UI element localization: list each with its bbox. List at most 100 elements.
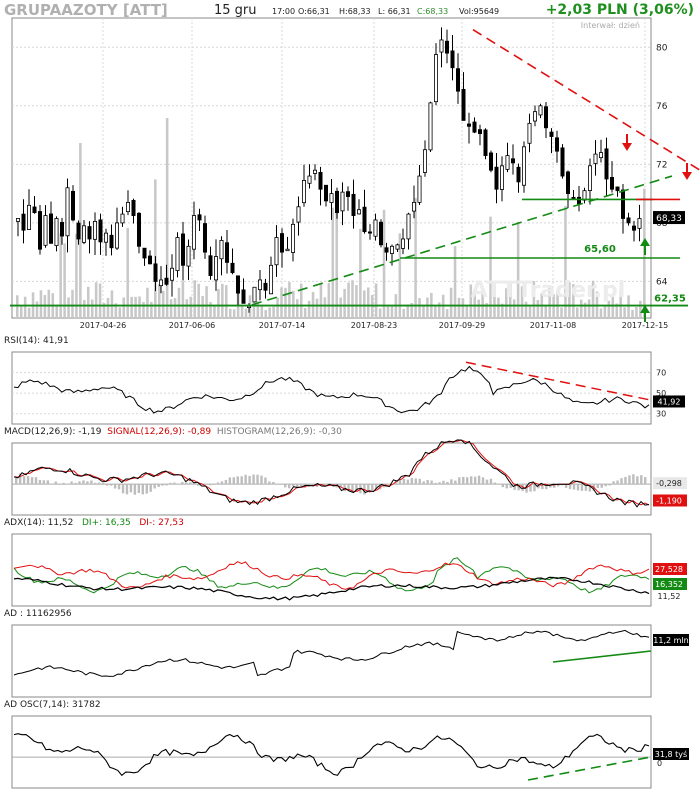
di-minus-value: 27,528 [655, 565, 683, 574]
macd-histogram-bar [339, 484, 342, 488]
header-change: +2,03 PLN (3,06%) [545, 2, 694, 18]
volume-bar [449, 287, 453, 318]
volume-bar [67, 297, 70, 318]
volume-bar [94, 282, 98, 318]
candle-body [549, 131, 554, 137]
ad-value-badge [653, 634, 689, 646]
candle-body [230, 262, 235, 274]
volume-bar [343, 288, 346, 318]
macd-histogram-bar [260, 475, 263, 485]
macd-histogram-bar [193, 482, 196, 485]
macd-histogram-bar [450, 479, 453, 485]
volume-bar [370, 294, 374, 318]
macd-histogram-bar [628, 475, 631, 485]
macd-histogram-bar [375, 484, 378, 490]
macd-histogram-bar [173, 482, 176, 485]
macd-histogram-bar [30, 477, 34, 485]
volume-bar [351, 280, 354, 318]
macd-histogram-bar [481, 477, 485, 485]
volume-bar [193, 280, 197, 318]
volume-bar [110, 290, 114, 318]
macd-histogram-bar [529, 484, 532, 492]
macd-histogram-bar [189, 482, 192, 485]
macd-histogram-bar [121, 484, 125, 494]
macd-histogram-bar [236, 476, 239, 485]
candle-body [499, 165, 504, 190]
candle-body [389, 245, 394, 254]
macd-histogram-bar [406, 479, 410, 485]
volume-bar [288, 282, 291, 318]
macd-histogram-bar [299, 484, 303, 486]
macd-histogram-bar [426, 479, 429, 485]
candle-body [15, 218, 20, 222]
candle-body [411, 201, 416, 212]
candle-body [577, 196, 582, 205]
volume-bar [323, 297, 327, 318]
macd-histogram-bar [264, 477, 267, 485]
macd-histogram-bar [418, 478, 421, 485]
candle-body [87, 226, 92, 240]
volume-bar [587, 299, 591, 318]
candle-body [191, 215, 196, 250]
volume-bar [461, 298, 465, 318]
macd-histogram-bar [572, 484, 576, 490]
volume-bar [434, 305, 437, 318]
macd-histogram-bar [74, 482, 77, 485]
candle-body [593, 153, 598, 164]
volume-bar [422, 304, 425, 318]
candle-body [318, 171, 323, 190]
volume-bar [292, 290, 295, 318]
candle-body [98, 219, 103, 243]
volume-bar [157, 284, 161, 318]
macd-histogram-bar [557, 484, 560, 487]
price-tick-label: 72 [656, 160, 667, 170]
adosc-trendline [527, 756, 652, 781]
date-tick-label: 2017-09-29 [439, 321, 486, 330]
macd-histogram-bar [410, 477, 414, 485]
candle-body [197, 214, 202, 221]
candle-body [395, 244, 400, 250]
macd-histogram-bar [351, 484, 354, 491]
macd-histogram-bar [501, 484, 505, 488]
candle-body [494, 166, 499, 190]
volume-bar [98, 283, 102, 318]
macd-histogram-bar [137, 484, 141, 494]
macd-histogram-bar [596, 484, 599, 488]
candle-body [49, 213, 54, 244]
candle-body [626, 217, 631, 224]
macd-histogram-bar [113, 484, 117, 489]
macd-histogram-bar [62, 482, 65, 485]
macd-histogram-bar [256, 474, 259, 485]
macd-histogram-bar [422, 481, 425, 485]
candle-body [362, 206, 367, 233]
candle-body [290, 223, 295, 253]
candle-body [522, 146, 527, 186]
macd-histogram-bar [102, 482, 105, 485]
candle-body [373, 219, 378, 237]
candle-body [632, 225, 637, 231]
volume-bar [173, 298, 177, 318]
ad-line [13, 629, 650, 677]
volume-bar [493, 281, 496, 318]
candle-body [323, 184, 328, 202]
volume-bar [402, 308, 406, 318]
macd-histogram-bar [402, 478, 406, 485]
macd-histogram-bar [446, 481, 449, 485]
candle-body [268, 264, 273, 295]
di-minus-line [13, 561, 650, 590]
header-close: C:68,33 [417, 7, 449, 16]
macd-histogram-bar [291, 484, 295, 487]
header-volume: Vol:95649 [459, 7, 500, 16]
volume-bar [481, 288, 484, 318]
volume-bar [299, 283, 303, 318]
volume-bar [280, 287, 283, 318]
candle-body [544, 106, 549, 129]
candle-body [461, 88, 466, 121]
candle-body [406, 213, 411, 240]
volume-bar [35, 301, 39, 318]
down-arrow-icon [682, 172, 692, 180]
volume-bar [572, 284, 575, 318]
macd-histogram-bar [129, 484, 133, 493]
volume-bar [122, 297, 126, 318]
macd-histogram-bar [58, 484, 61, 485]
